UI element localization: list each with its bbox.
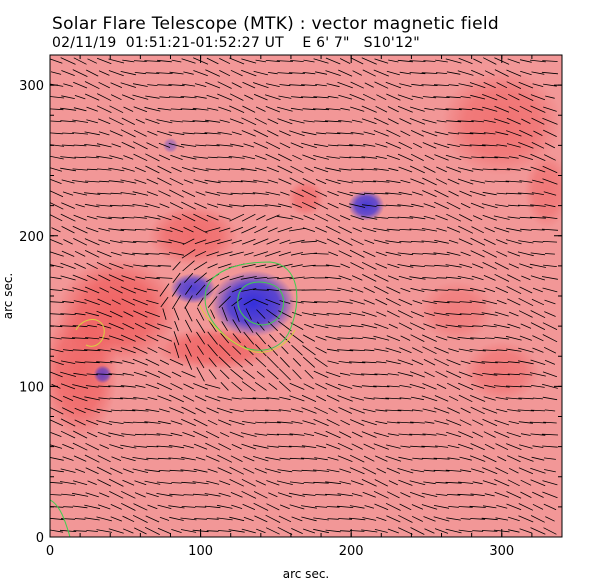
axes: 0 100 200 300 0 100 200 300 arc sec. arc sec. <box>1 54 563 581</box>
vector-field <box>50 57 559 535</box>
positive-field-region <box>287 180 325 217</box>
x-tick-label: 200 <box>339 544 364 559</box>
x-tick-label: 300 <box>489 544 514 559</box>
y-axis-label: arc sec. <box>1 273 15 319</box>
chart-title: Solar Flare Telescope (MTK) : vector mag… <box>52 14 499 34</box>
negative-field-region <box>162 137 178 153</box>
negative-field-region <box>170 273 216 304</box>
positive-field-region <box>441 70 562 176</box>
negative-field-region <box>211 270 296 337</box>
contours <box>50 261 298 537</box>
contour-green-left <box>75 319 105 347</box>
vector-strokes <box>50 57 559 535</box>
x-tick-label: 100 <box>188 544 213 559</box>
y-tick-label: 300 <box>19 79 44 94</box>
y-tick-label: 0 <box>36 531 44 546</box>
y-tick-label: 200 <box>19 230 44 245</box>
contour-green-inner <box>237 281 284 326</box>
positive-field-region <box>147 205 239 266</box>
y-tick-label: 100 <box>19 380 44 395</box>
x-axis-label: arc sec. <box>283 567 329 581</box>
x-tick-label: 0 <box>46 544 54 559</box>
contour-yellow <box>199 304 296 353</box>
positive-field-region <box>524 152 562 229</box>
observation-info: 02/11/19 01:51:21-01:52:27 UT E 6' 7" S1… <box>52 35 420 51</box>
contour-green-corner <box>50 499 71 537</box>
field-map <box>50 55 562 537</box>
